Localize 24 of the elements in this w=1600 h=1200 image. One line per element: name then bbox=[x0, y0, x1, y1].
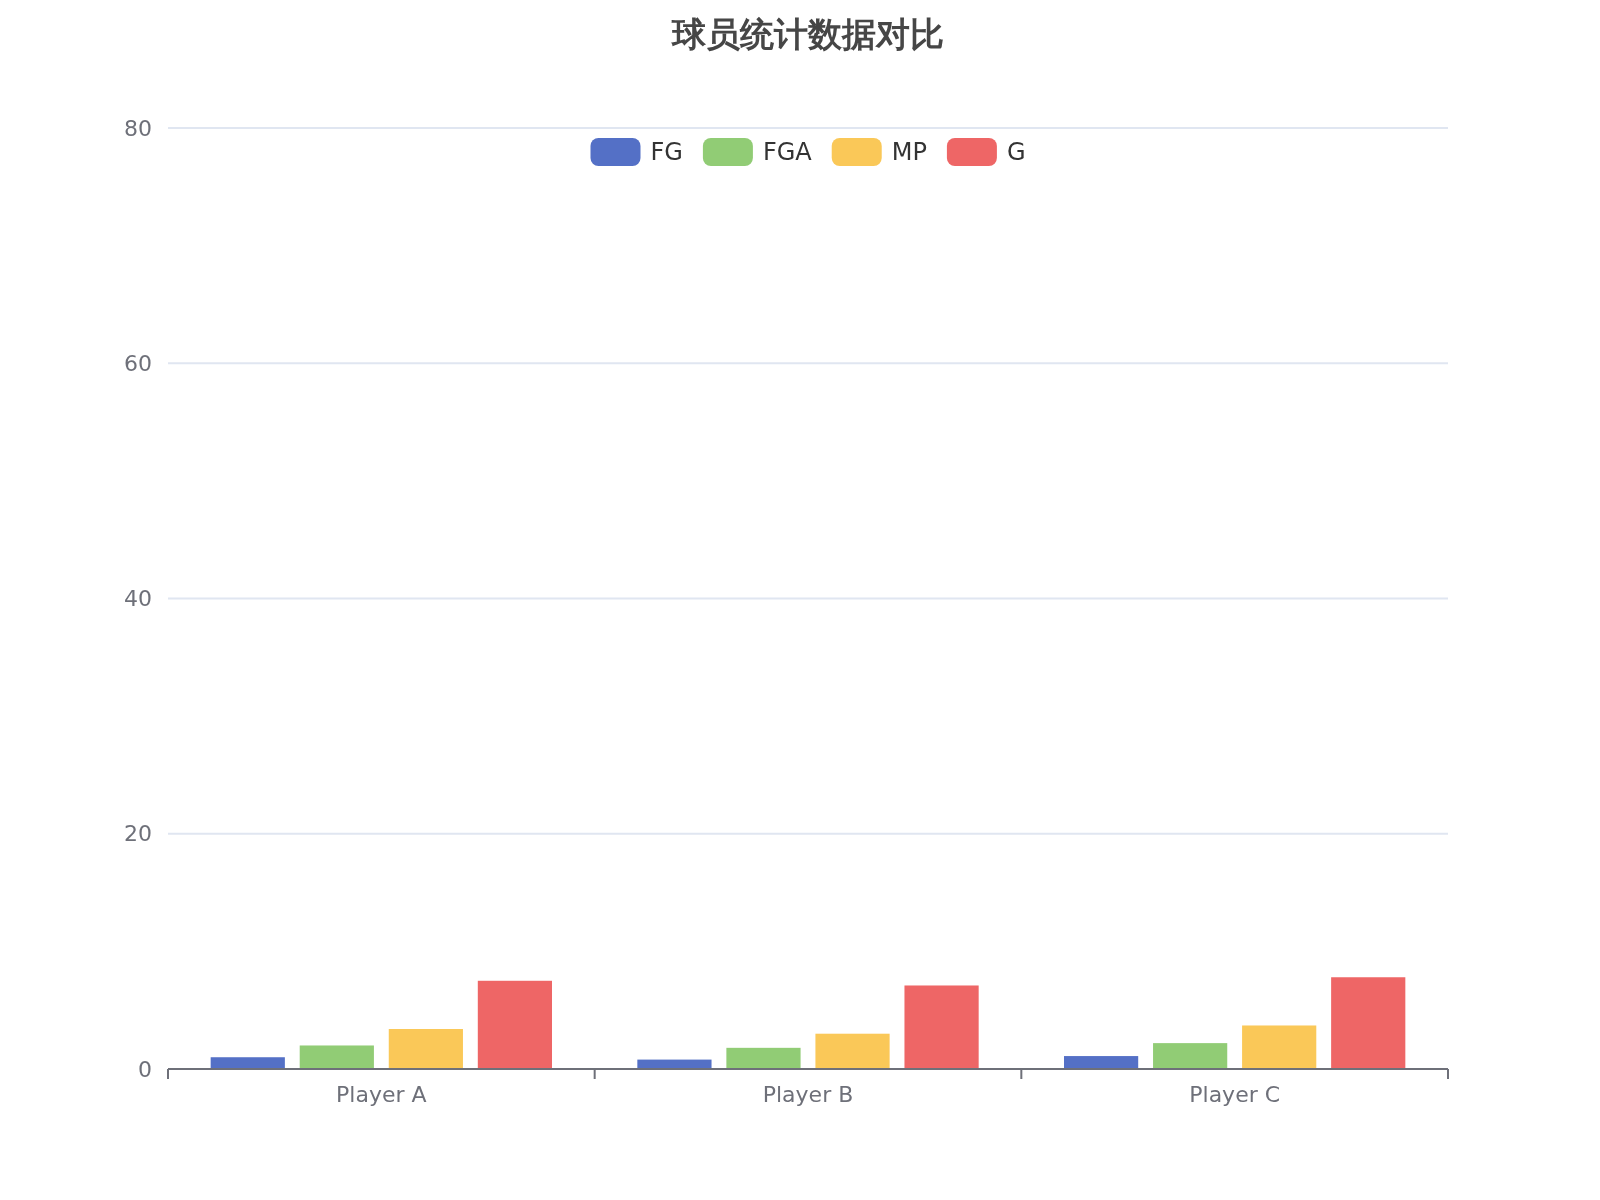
y-tick-label: 60 bbox=[124, 350, 152, 376]
bar bbox=[1331, 977, 1406, 1069]
x-tick-label: Player A bbox=[336, 1081, 427, 1107]
bar bbox=[1064, 1056, 1139, 1069]
chart-title: 球员统计数据对比 bbox=[671, 14, 944, 54]
y-tick-label: 20 bbox=[124, 821, 152, 847]
bar bbox=[904, 985, 979, 1069]
bar bbox=[815, 1033, 890, 1069]
legend-label: FG bbox=[650, 138, 683, 167]
x-tick-label: Player C bbox=[1189, 1081, 1281, 1107]
bar bbox=[388, 1029, 463, 1069]
bar bbox=[1153, 1043, 1228, 1069]
y-tick-label: 0 bbox=[138, 1056, 152, 1082]
legend-label: G bbox=[1006, 138, 1026, 167]
x-tick-label: Player B bbox=[762, 1081, 854, 1107]
y-tick-label: 80 bbox=[124, 115, 152, 141]
legend-label: MP bbox=[891, 138, 927, 167]
bar bbox=[477, 980, 552, 1069]
bar bbox=[299, 1045, 374, 1069]
bar bbox=[1242, 1025, 1317, 1069]
bar bbox=[210, 1057, 285, 1069]
y-tick-label: 40 bbox=[124, 586, 152, 612]
legend-label: FGA bbox=[762, 138, 813, 167]
bar bbox=[726, 1047, 801, 1069]
